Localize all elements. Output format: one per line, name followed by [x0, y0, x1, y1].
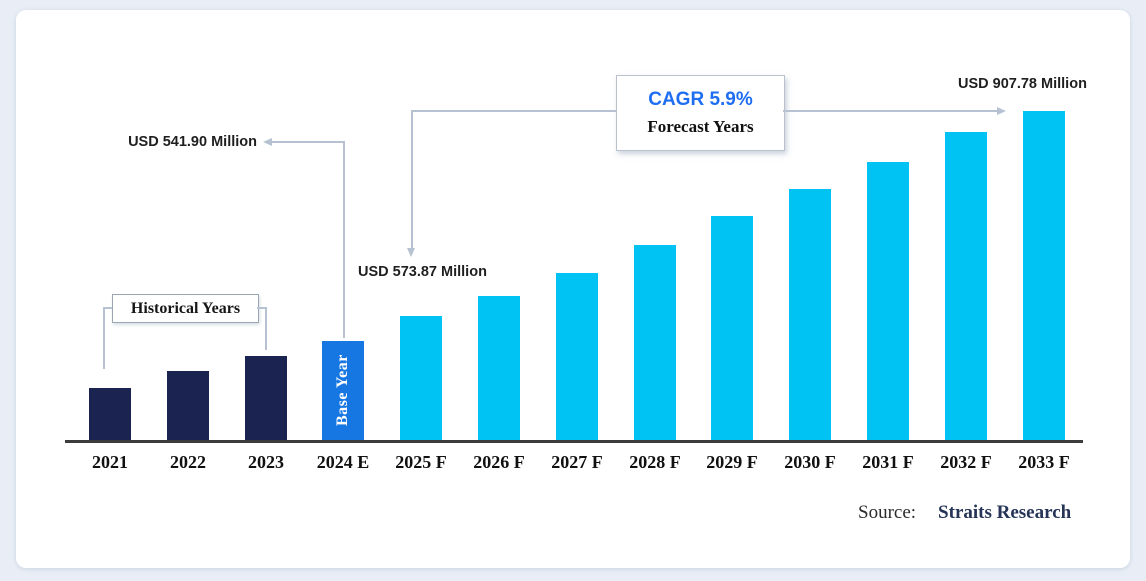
- x-label-2030-f: 2030 F: [784, 452, 836, 472]
- x-label-2031-f: 2031 F: [862, 452, 914, 472]
- arrowhead-down-icon: [407, 248, 415, 257]
- historical-bracket-left-vertical: [103, 307, 105, 369]
- bar-2021: [89, 388, 131, 440]
- arrowhead-right-icon: [997, 106, 1006, 115]
- arrowhead-left-icon: [263, 137, 272, 146]
- bar-2023: [245, 356, 287, 440]
- source-prefix: Source:: [858, 502, 917, 523]
- x-label-2025-f: 2025 F: [395, 452, 447, 472]
- cagr-right-horizontal-line: [783, 110, 997, 112]
- historical-years-label: Historical Years: [130, 299, 241, 317]
- x-label-2024-e: 2024 E: [316, 452, 370, 472]
- value-label-2024: USD 541.90 Million: [128, 134, 257, 150]
- bar-2033-f: [1023, 111, 1065, 440]
- bar-2025-f: [400, 316, 442, 440]
- cagr-label: CAGR 5.9%: [648, 89, 753, 110]
- bar-2031-f: [867, 162, 909, 440]
- bar-2026-f: [478, 296, 520, 440]
- value-label-2033: USD 907.78 Million: [958, 76, 1087, 92]
- base-year-label: Base Year: [334, 354, 351, 427]
- x-label-2029-f: 2029 F: [706, 452, 758, 472]
- cagr-left-vertical-line: [411, 110, 413, 248]
- bar-2028-f: [634, 245, 676, 440]
- x-axis-line: [65, 440, 1083, 443]
- cagr-left-horizontal-line: [411, 110, 616, 112]
- historical-years-box: Historical Years: [112, 294, 259, 323]
- x-label-2021: 2021: [92, 452, 128, 472]
- bar-2032-f: [945, 132, 987, 440]
- callout-2024-vertical-line: [343, 141, 345, 338]
- bar-2024-e: [322, 341, 364, 440]
- source-name: Straits Research: [938, 502, 1072, 523]
- x-label-2022: 2022: [170, 452, 206, 472]
- x-label-2032-f: 2032 F: [940, 452, 992, 472]
- x-label-2033-f: 2033 F: [1018, 452, 1070, 472]
- source-row: Source: Straits Research: [858, 502, 1071, 524]
- value-label-2025: USD 573.87 Million: [358, 264, 487, 280]
- x-label-2027-f: 2027 F: [551, 452, 603, 472]
- forecast-years-label: Forecast Years: [647, 117, 754, 136]
- historical-bracket-right-horizontal: [257, 307, 266, 309]
- historical-bracket-left-horizontal: [103, 307, 112, 309]
- x-label-2026-f: 2026 F: [473, 452, 525, 472]
- bar-2030-f: [789, 189, 831, 440]
- cagr-box: CAGR 5.9% Forecast Years: [616, 75, 785, 151]
- historical-bracket-right-vertical: [265, 307, 267, 350]
- bar-2022: [167, 371, 209, 440]
- x-label-2028-f: 2028 F: [629, 452, 681, 472]
- callout-2024-horizontal-line: [271, 141, 344, 143]
- bar-2029-f: [711, 216, 753, 440]
- bar-2027-f: [556, 273, 598, 440]
- x-label-2023: 2023: [248, 452, 284, 472]
